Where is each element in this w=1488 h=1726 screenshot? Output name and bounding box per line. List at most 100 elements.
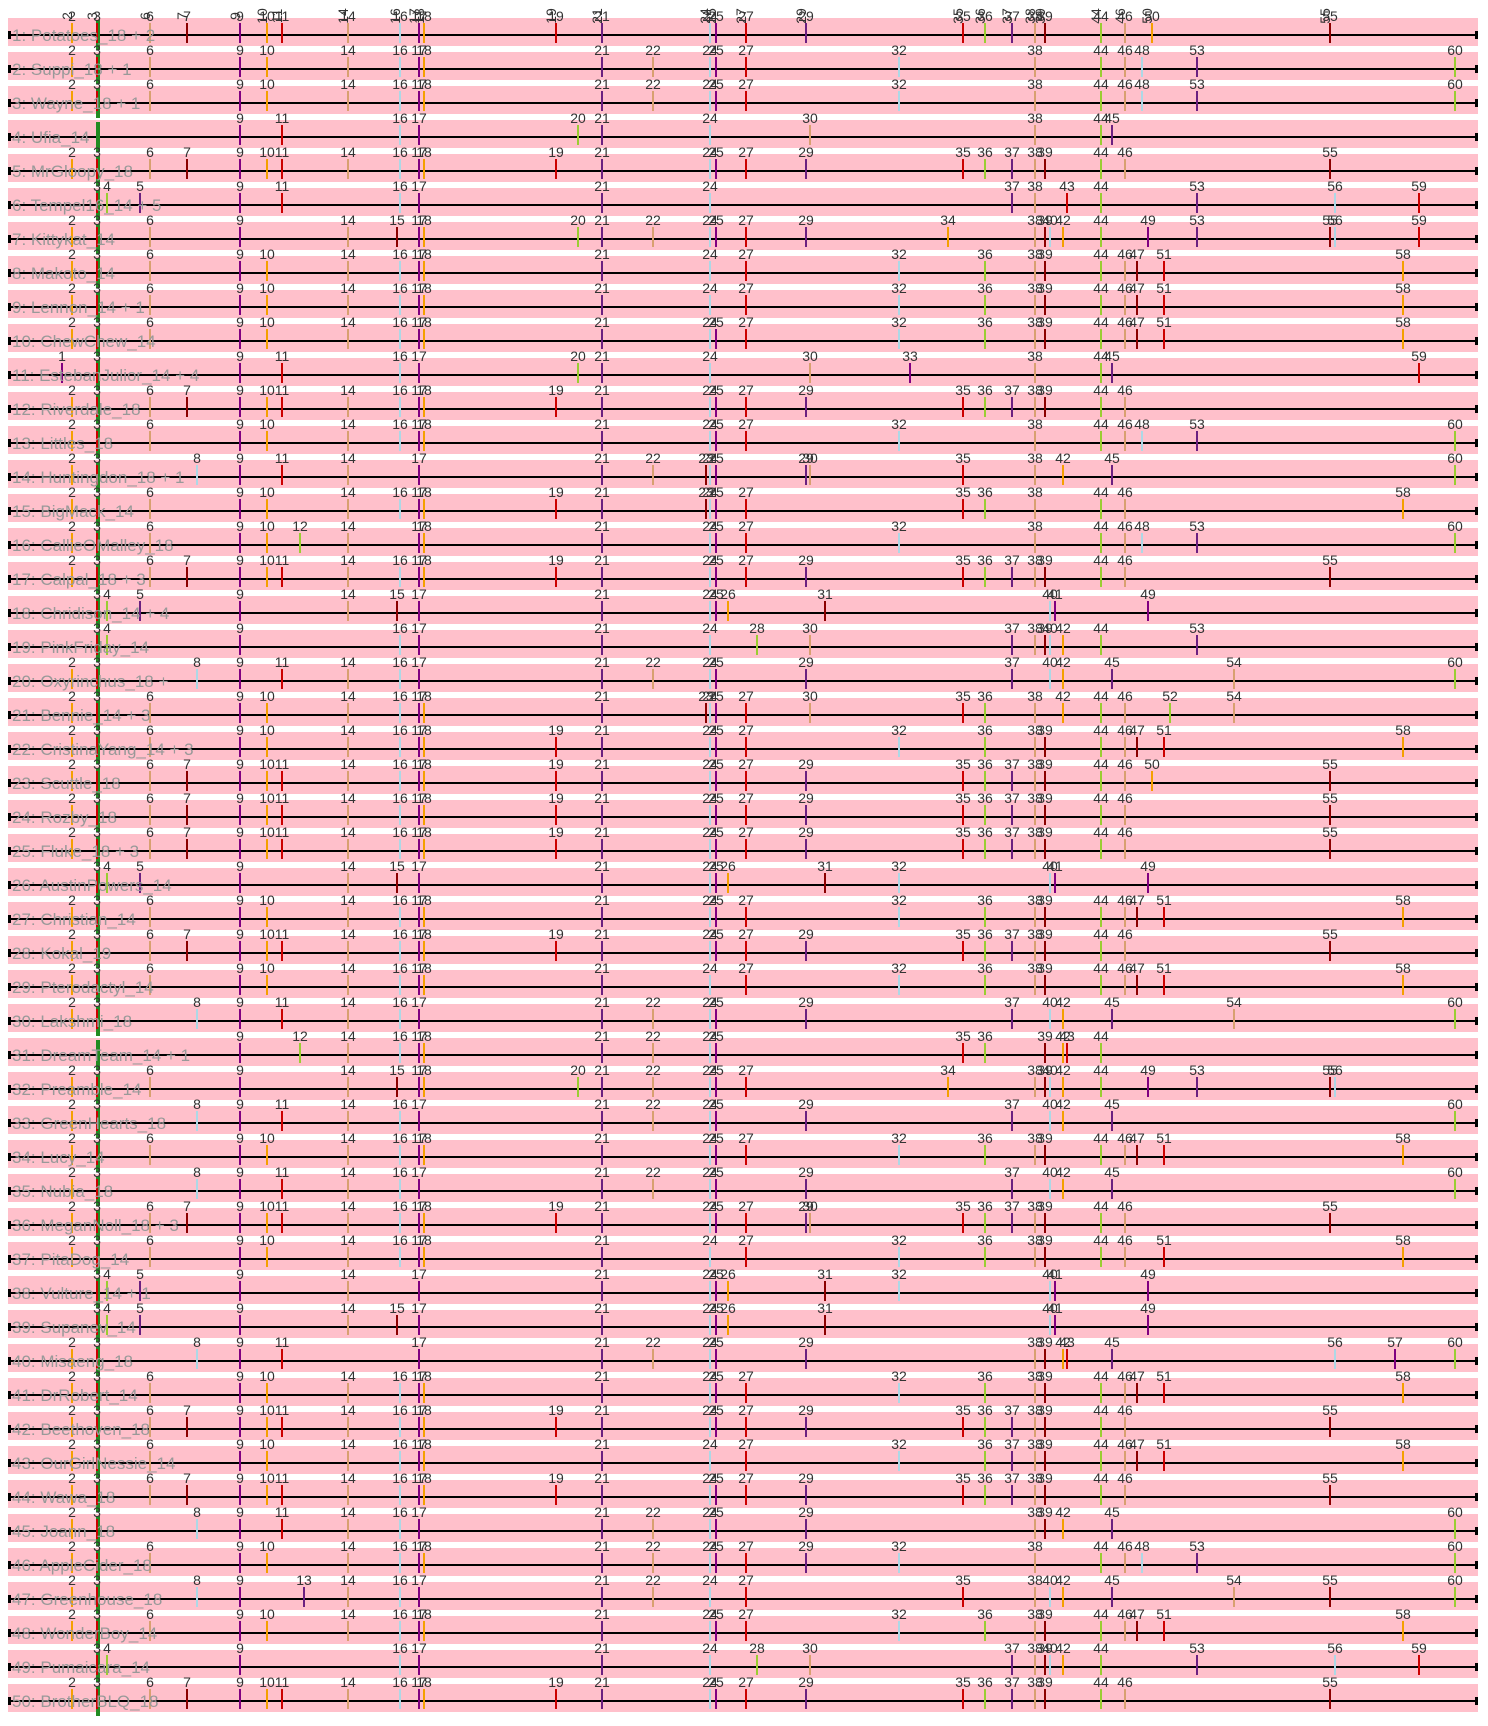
- row-start-cap: [8, 677, 11, 685]
- site-tick-label: 39: [1037, 1504, 1053, 1520]
- site-tick-label: 21: [594, 858, 610, 874]
- site-tick-label: 46: [1117, 1130, 1133, 1146]
- site-tick-label: 60: [1447, 654, 1463, 670]
- site-tick-label: 36: [977, 1402, 993, 1418]
- site-tick-label: 14: [340, 858, 356, 874]
- site-tick-label: 7: [183, 1402, 191, 1418]
- row-label: 4: Ufia_14: [12, 128, 90, 147]
- site-tick-label: 24: [702, 1164, 718, 1180]
- site-tick-label: 18: [416, 756, 432, 772]
- site-tick-label: 10: [259, 892, 275, 908]
- site-tick-label: 44: [1093, 212, 1109, 228]
- site-tick-label: 56: [1327, 1334, 1343, 1350]
- row-label: 16: CallieOMalley_18: [12, 536, 174, 555]
- site-tick-label: 47: [1129, 1606, 1145, 1622]
- site-tick-label: 11: [275, 1198, 290, 1214]
- site-tick-label: 9: [236, 280, 244, 296]
- site-tick-label: 44: [1093, 790, 1109, 806]
- site-tick-label: 14: [340, 1572, 356, 1588]
- site-tick-label: 39: [1037, 1130, 1053, 1146]
- site-tick-label: 25: [708, 1402, 724, 1418]
- site-tick-label: 37: [1004, 1402, 1020, 1418]
- column-label: 38: [1022, 8, 1038, 24]
- site-tick-label: 11: [275, 1096, 290, 1112]
- site-tick-label: 40: [1042, 1062, 1058, 1078]
- site-tick-label: 59: [1411, 348, 1427, 364]
- site-tick-label: 56: [1327, 212, 1343, 228]
- row-end-cap: [1475, 1017, 1478, 1025]
- site-tick-label: 18: [416, 1130, 432, 1146]
- site-tick-label: 55: [1322, 144, 1338, 160]
- row-band: [8, 868, 1478, 896]
- site-tick-label: 45: [1104, 1572, 1120, 1588]
- site-tick-label: 55: [1322, 926, 1338, 942]
- site-tick-label: 2: [68, 382, 76, 398]
- row-start-cap: [8, 1663, 11, 1671]
- site-tick-label: 39: [1037, 1606, 1053, 1622]
- site-tick-label: 51: [1156, 1130, 1172, 1146]
- row-label: 39: Supanev_14: [12, 1318, 136, 1337]
- site-tick-label: 58: [1395, 1606, 1411, 1622]
- column-label: 7: [174, 12, 190, 20]
- site-tick-label: 14: [340, 484, 356, 500]
- site-tick-label: 54: [1226, 994, 1242, 1010]
- site-tick-label: 16: [392, 1470, 408, 1486]
- site-tick-label: 36: [977, 790, 993, 806]
- row-label: 43: OurGirlNessie_14: [12, 1454, 175, 1473]
- site-tick-label: 26: [720, 1300, 736, 1316]
- row-end-cap: [1475, 235, 1478, 243]
- site-tick-label: 29: [798, 450, 814, 466]
- site-tick-label: 19: [548, 1470, 564, 1486]
- row-band: [8, 256, 1478, 284]
- site-tick-label: 3: [93, 926, 101, 942]
- site-tick-label: 24: [702, 1470, 718, 1486]
- site-tick-label: 50: [1144, 8, 1160, 24]
- site-tick-label: 9: [236, 314, 244, 330]
- site-tick-label: 38: [1027, 42, 1043, 58]
- site-tick-label: 19: [548, 1198, 564, 1214]
- site-tick-label: 16: [392, 620, 408, 636]
- site-tick-label: 46: [1117, 960, 1133, 976]
- site-tick-label: 60: [1447, 416, 1463, 432]
- site-tick-label: 21: [594, 790, 610, 806]
- site-tick-label: 17: [411, 688, 427, 704]
- site-tick-label: 17: [411, 212, 427, 228]
- site-tick-label: 38: [1027, 824, 1043, 840]
- column-label: 2: [59, 12, 75, 20]
- site-tick-label: 30: [802, 688, 818, 704]
- site-tick-label: 38: [1027, 280, 1043, 296]
- site-tick-label: 6: [146, 756, 154, 772]
- row-start-cap: [8, 643, 11, 651]
- site-tick-label: 3: [93, 484, 101, 500]
- site-tick-label: 24: [702, 586, 718, 602]
- site-tick-label: 39: [1037, 1062, 1053, 1078]
- site-tick-label: 6: [146, 790, 154, 806]
- site-tick-label: 3: [93, 144, 101, 160]
- site-tick-label: 37: [1004, 1674, 1020, 1690]
- site-tick-label: 7: [183, 8, 191, 24]
- site-tick-label: 38: [1027, 1062, 1043, 1078]
- site-tick-label: 44: [1093, 1470, 1109, 1486]
- site-tick-label: 6: [146, 42, 154, 58]
- site-tick-label: 38: [1027, 756, 1043, 772]
- site-tick-label: 24: [702, 110, 718, 126]
- site-tick-label: 17: [411, 42, 427, 58]
- site-tick-label: 14: [340, 586, 356, 602]
- site-tick-label: 24: [702, 1572, 718, 1588]
- site-tick-label: 3: [93, 688, 101, 704]
- site-tick-label: 17: [411, 144, 427, 160]
- row-end-cap: [1475, 1085, 1478, 1093]
- site-tick-label: 28: [749, 620, 765, 636]
- site-tick-label: 23: [698, 484, 714, 500]
- site-tick-label: 21: [594, 416, 610, 432]
- site-tick-label: 2: [68, 1164, 76, 1180]
- site-tick-label: 16: [392, 1198, 408, 1214]
- site-tick-label: 9: [236, 994, 244, 1010]
- site-tick-label: 38: [1027, 1538, 1043, 1554]
- site-tick-label: 6: [146, 280, 154, 296]
